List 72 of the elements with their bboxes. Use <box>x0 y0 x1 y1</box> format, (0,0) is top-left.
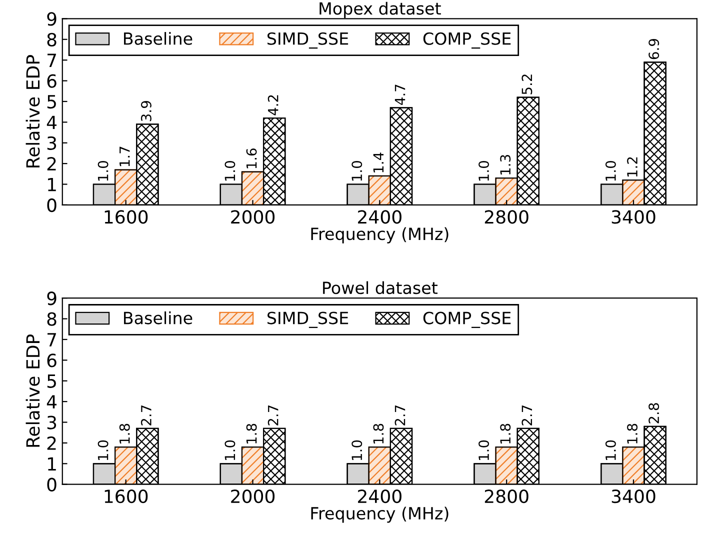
x-tick-label: 2000 <box>231 490 275 504</box>
x-tick-label: 2800 <box>484 490 528 504</box>
y-axis-title: Relative EDP <box>26 55 40 168</box>
y-tick-label: 6 <box>47 74 56 88</box>
data-label: 2.7 <box>268 405 278 426</box>
data-label: 1.0 <box>352 440 362 460</box>
data-label: 1.8 <box>373 424 384 444</box>
x-tick-label: 2000 <box>231 210 275 224</box>
y-tick-label: 1 <box>48 457 56 470</box>
y-tick-label: 0 <box>47 198 56 212</box>
data-label: 1.0 <box>224 440 236 460</box>
legend-label: Baseline <box>124 311 192 324</box>
y-tick-label: 9 <box>47 292 56 306</box>
data-label: 4.2 <box>268 95 278 116</box>
x-axis-title: Frequency (MHz) <box>311 227 448 244</box>
y-tick-label: 4 <box>46 116 57 130</box>
data-label: 1.0 <box>478 161 490 181</box>
data-label: 1.0 <box>352 161 362 181</box>
data-label: 2.8 <box>648 403 660 424</box>
y-tick-label: 1 <box>48 178 56 192</box>
y-tick-label: 3 <box>47 416 56 430</box>
x-tick-label: 2400 <box>358 210 402 224</box>
y-tick-label: 6 <box>47 354 56 368</box>
data-label: 1.7 <box>120 146 130 166</box>
data-label: 4.7 <box>394 84 406 105</box>
data-label: 3.9 <box>140 101 152 122</box>
chart-title: Mopex dataset <box>320 2 441 18</box>
y-tick-label: 8 <box>47 32 56 46</box>
x-tick-label: 3400 <box>612 490 656 504</box>
data-label: 1.8 <box>119 424 130 444</box>
x-axis-title: Frequency (MHz) <box>311 506 448 523</box>
x-tick-label: 1600 <box>104 490 148 504</box>
data-label: 1.3 <box>500 155 511 174</box>
data-label: 1.0 <box>605 161 616 181</box>
y-tick-label: 8 <box>47 312 56 326</box>
y-tick-label: 4 <box>46 395 57 408</box>
data-label: 1.0 <box>98 161 108 181</box>
data-label: 1.0 <box>98 440 108 460</box>
legend-label: SIMD_SSE <box>267 32 348 49</box>
y-tick-label: 7 <box>48 54 56 67</box>
legend-label: Baseline <box>124 32 192 45</box>
data-label: 6.9 <box>648 38 660 60</box>
data-label: 5.2 <box>522 74 532 94</box>
legend-label: COMP_SSE <box>423 312 511 328</box>
y-tick-label: 2 <box>47 436 56 450</box>
data-label: 1.8 <box>246 424 257 444</box>
data-label: 1.0 <box>224 161 236 181</box>
y-tick-label: 5 <box>47 374 56 388</box>
y-tick-label: 3 <box>47 136 56 150</box>
x-tick-label: 2800 <box>484 210 528 224</box>
data-label: 1.0 <box>478 440 490 460</box>
legend-label: SIMD_SSE <box>267 312 348 328</box>
y-tick-label: 7 <box>48 333 56 346</box>
x-tick-label: 2400 <box>358 490 402 504</box>
x-tick-label: 1600 <box>104 210 148 224</box>
y-tick-label: 2 <box>47 157 56 170</box>
data-label: 2.7 <box>522 405 532 426</box>
data-label: 1.8 <box>500 424 511 444</box>
data-label: 2.7 <box>140 405 152 426</box>
data-label: 1.0 <box>605 440 616 460</box>
data-label: 1.8 <box>627 424 638 444</box>
data-label: 2.7 <box>394 405 406 426</box>
x-tick-label: 3400 <box>612 210 656 224</box>
y-tick-label: 0 <box>47 478 56 492</box>
y-axis-title: Relative EDP <box>26 334 40 447</box>
y-tick-label: 5 <box>47 95 56 109</box>
data-label: 1.2 <box>627 157 638 177</box>
y-tick-label: 9 <box>47 12 56 26</box>
data-label: 1.6 <box>246 148 257 168</box>
legend-label: COMP_SSE <box>423 32 511 49</box>
data-label: 1.4 <box>373 152 384 172</box>
chart-title: Powel dataset <box>323 281 438 294</box>
